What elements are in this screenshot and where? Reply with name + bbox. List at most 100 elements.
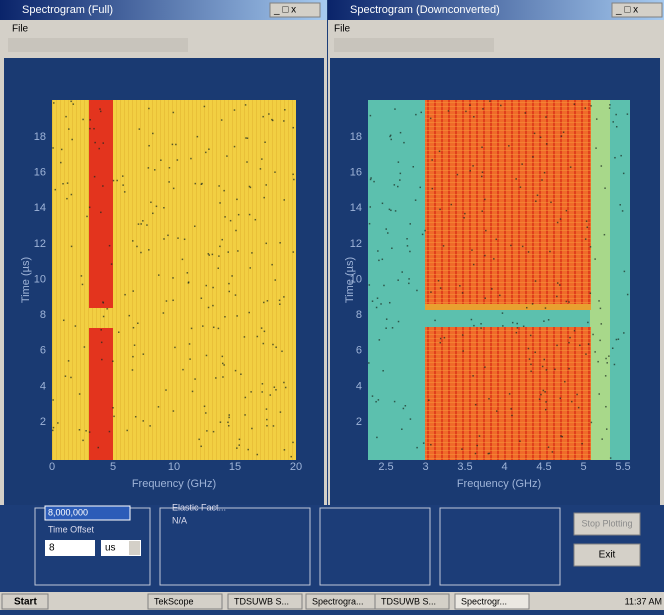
noise-dot: [471, 249, 473, 251]
noise-dot: [265, 184, 267, 186]
noise-dot: [223, 190, 225, 192]
noise-dot: [52, 399, 54, 401]
spectrogram-image: [52, 100, 296, 460]
noise-dot: [484, 366, 486, 368]
noise-dot: [245, 104, 247, 106]
noise-dot: [548, 319, 550, 321]
noise-dot: [469, 104, 471, 106]
noise-dot: [293, 127, 295, 129]
noise-dot: [587, 322, 589, 324]
noise-dot: [413, 166, 415, 168]
noise-dot: [529, 358, 531, 360]
x-tick-label: 4.5: [536, 461, 551, 473]
noise-dot: [596, 118, 598, 120]
noise-dot: [98, 447, 100, 449]
noise-dot: [249, 186, 251, 188]
noise-dot: [191, 328, 193, 330]
noise-dot: [549, 251, 551, 253]
y-tick-label: 18: [34, 131, 46, 143]
noise-dot: [177, 159, 179, 161]
dropdown-arrow[interactable]: [129, 541, 140, 555]
noise-dot: [370, 206, 372, 208]
noise-dot: [472, 165, 474, 167]
noise-dot: [519, 440, 521, 442]
y-axis-label: Time (µs): [20, 257, 32, 303]
noise-dot: [71, 194, 73, 196]
noise-dot: [605, 406, 607, 408]
noise-dot: [61, 149, 63, 151]
noise-dot: [266, 425, 268, 427]
noise-dot: [142, 220, 144, 222]
noise-dot: [238, 444, 240, 446]
noise-dot: [122, 184, 124, 186]
noise-dot: [431, 159, 433, 161]
noise-dot: [142, 420, 144, 422]
noise-dot: [512, 322, 514, 324]
menu-file[interactable]: File: [334, 24, 351, 35]
noise-dot: [385, 327, 387, 329]
noise-dot: [279, 300, 281, 302]
noise-dot: [173, 188, 175, 190]
noise-dot: [566, 210, 568, 212]
noise-dot: [409, 251, 411, 253]
noise-dot: [373, 181, 375, 183]
noise-dot: [218, 185, 220, 187]
noise-dot: [263, 197, 265, 199]
noise-dot: [219, 202, 221, 204]
noise-dot: [548, 446, 550, 448]
noise-dot: [239, 439, 241, 441]
noise-dot: [516, 323, 518, 325]
noise-dot: [273, 425, 275, 427]
noise-dot: [132, 240, 134, 242]
noise-dot: [198, 439, 200, 441]
noise-dot: [390, 139, 392, 141]
noise-dot: [236, 447, 238, 449]
noise-dot: [103, 142, 105, 144]
noise-dot: [283, 296, 285, 298]
noise-dot: [250, 391, 252, 393]
noise-dot: [227, 251, 229, 253]
noise-dot: [206, 285, 208, 287]
label: Time Offset: [48, 524, 95, 534]
menu-file[interactable]: File: [12, 24, 29, 35]
noise-dot: [556, 296, 558, 298]
noise-dot: [496, 410, 498, 412]
noise-dot: [138, 223, 140, 225]
noise-dot: [473, 116, 475, 118]
noise-dot: [68, 360, 70, 362]
noise-dot: [579, 345, 581, 347]
noise-dot: [118, 331, 120, 333]
noise-dot: [481, 147, 483, 149]
noise-dot: [370, 115, 372, 117]
noise-dot: [257, 454, 259, 456]
noise-dot: [70, 101, 72, 103]
page: Spectrogram (Full) _ □ x File Spectrogra…: [0, 0, 664, 610]
noise-dot: [604, 234, 606, 236]
noise-dot: [432, 188, 434, 190]
noise-dot: [557, 282, 559, 284]
noise-dot: [544, 172, 546, 174]
noise-dot: [561, 135, 563, 137]
noise-dot: [416, 447, 418, 449]
noise-dot: [537, 195, 539, 197]
noise-dot: [585, 353, 587, 355]
noise-dot: [71, 246, 73, 248]
noise-dot: [500, 105, 502, 107]
noise-dot: [509, 393, 511, 395]
noise-dot: [270, 394, 272, 396]
toolbar[interactable]: [8, 38, 188, 52]
noise-dot: [588, 343, 590, 345]
noise-dot: [60, 162, 62, 164]
toolbar[interactable]: [334, 38, 494, 52]
noise-dot: [103, 316, 105, 318]
y-tick-label: 16: [350, 167, 362, 179]
noise-dot: [392, 327, 394, 329]
noise-dot: [440, 287, 442, 289]
noise-dot: [235, 370, 237, 372]
noise-dot: [597, 361, 599, 363]
noise-dot: [484, 199, 486, 201]
noise-dot: [394, 108, 396, 110]
noise-dot: [370, 179, 372, 181]
noise-dot: [174, 347, 176, 349]
noise-dot: [476, 445, 478, 447]
